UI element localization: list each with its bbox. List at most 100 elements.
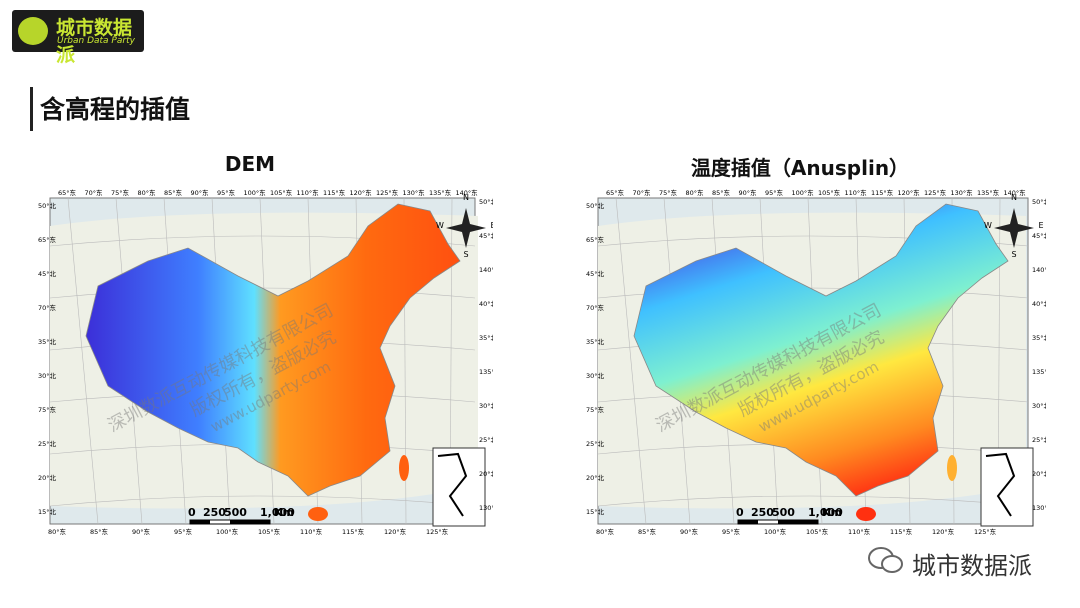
graticule-line [615,197,647,525]
lon-label: 75°东 [111,188,130,197]
lon-label: 100°东 [244,188,267,197]
lon-label: 135°东 [429,188,452,197]
lon-label: 115°东 [890,527,913,536]
lat-label: 50°北 [38,202,57,210]
lon-label: 85°东 [164,188,183,197]
lon-label: 80°东 [48,527,67,536]
lon-label: 95°东 [765,188,784,197]
graticule-line [67,197,99,525]
lat-label: 40°北 [479,300,493,308]
lon-label: 125°东 [376,188,399,197]
scale-label: Km [822,506,842,519]
lat-label: 20°北 [479,470,493,478]
lat-label: 135°东 [1032,367,1046,376]
lat-label: 130°东 [1032,503,1046,512]
china-map [85,203,461,497]
map-panel: NESW65°东70°东75°东80°东85°东90°东95°东100°东105… [38,188,493,536]
lat-label: 140°东 [1032,265,1046,274]
lon-label: 85°东 [638,527,657,536]
lon-label: 80°东 [686,188,705,197]
lat-label: 15°北 [586,508,605,516]
lon-label: 110°东 [845,188,868,197]
lon-label: 85°东 [90,527,109,536]
lon-label: 140°东 [456,188,479,197]
lat-label: 75°东 [586,405,605,414]
lat-label: 25°北 [1032,436,1046,444]
logo-subtitle: Urban Data Party [57,36,135,46]
lon-label: 115°东 [871,188,894,197]
lon-label: 95°东 [722,527,741,536]
lat-label: 30°北 [479,402,493,410]
compass-label: S [1011,250,1016,259]
lon-label: 120°东 [932,527,955,536]
graticule-line [597,495,1029,507]
scale-label: 250 [751,506,774,519]
panel-title: 温度插值（Anusplin） [690,156,910,180]
china-map [633,203,1009,497]
taiwan [399,455,409,481]
lat-label: 70°东 [38,303,57,312]
graticule-line [49,495,476,507]
lon-label: 105°东 [806,527,829,536]
lat-label: 140°东 [479,265,493,274]
lon-label: 110°东 [297,188,320,197]
logo-icon [18,17,48,45]
title-bar [30,87,33,131]
lat-label: 65°东 [586,235,605,244]
compass-label: E [490,221,493,230]
lon-label: 130°东 [403,188,426,197]
lon-label: 110°东 [300,527,323,536]
scale-label: Km [274,506,294,519]
lat-label: 45°北 [586,270,605,278]
lat-label: 50°北 [479,198,493,206]
lat-label: 40°北 [1032,300,1046,308]
lat-label: 30°北 [586,372,605,380]
lon-label: 130°东 [951,188,974,197]
lon-label: 105°东 [258,527,281,536]
lon-label: 125°东 [974,527,997,536]
lon-label: 65°东 [58,188,77,197]
lon-label: 120°东 [898,188,921,197]
lat-label: 25°北 [586,440,605,448]
compass-label: S [463,250,468,259]
scale-label: 0 [188,506,196,519]
lat-label: 35°北 [1032,334,1046,342]
lat-label: 50°北 [586,202,605,210]
lon-label: 90°东 [191,188,210,197]
lon-label: 115°东 [323,188,346,197]
lat-label: 20°北 [1032,470,1046,478]
lon-label: 115°东 [342,527,365,536]
lat-label: 30°北 [1032,402,1046,410]
lat-label: 45°北 [479,232,493,240]
compass-label: N [1011,193,1017,202]
lon-label: 80°东 [596,527,615,536]
inset-coast [437,452,468,517]
lat-label: 35°北 [479,334,493,342]
lon-label: 90°东 [739,188,758,197]
lon-label: 100°东 [216,527,239,536]
lat-label: 70°东 [586,303,605,312]
scale-segment [738,520,758,524]
lon-label: 125°东 [426,527,449,536]
lon-label: 70°东 [85,188,104,197]
lat-label: 50°北 [1032,198,1046,206]
wechat-icon [868,547,903,573]
scale-label: 1,000 [260,506,295,519]
compass-label: E [1038,221,1043,230]
lon-label: 125°东 [924,188,947,197]
lon-label: 80°东 [138,188,157,197]
logo-name: 城市数据派 [56,17,133,66]
lat-label: 45°北 [38,270,57,278]
lat-label: 65°东 [38,235,57,244]
compass-label: W [436,221,444,230]
lon-label: 110°东 [848,527,871,536]
lat-label: 135°东 [479,367,493,376]
scale-label: 1,000 [808,506,843,519]
hainan [856,507,876,521]
footer-brand: 城市数据派 [912,552,1032,580]
lon-label: 135°东 [977,188,1000,197]
lon-label: 120°东 [384,527,407,536]
